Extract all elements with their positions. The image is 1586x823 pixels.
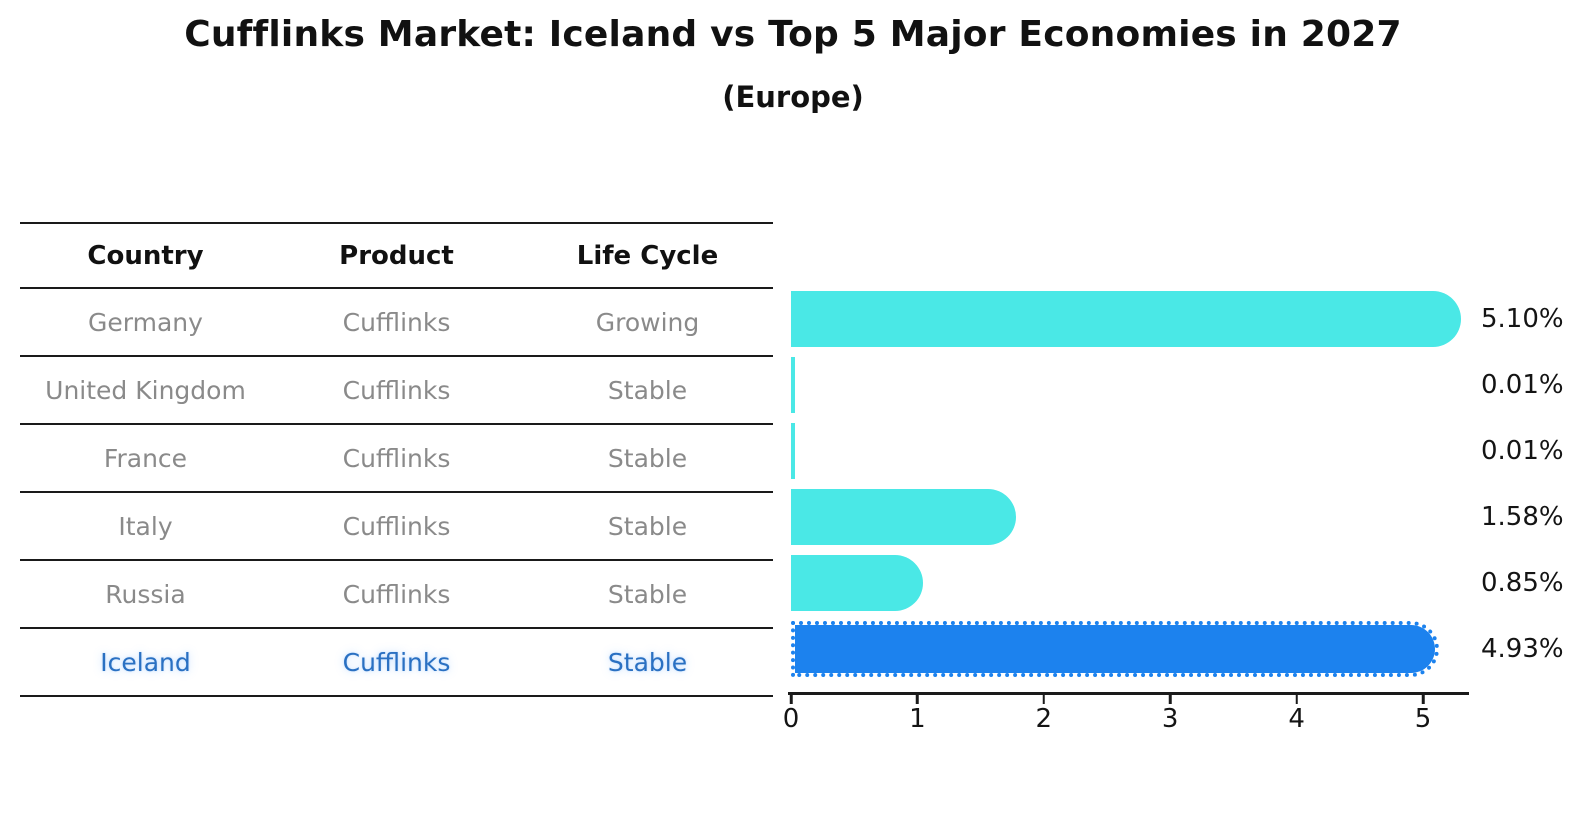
table-cell-country: United Kingdom <box>45 375 246 405</box>
page-subtitle: (Europe) <box>722 80 864 114</box>
table-cell-product: Cufflinks <box>342 647 451 677</box>
table-body: Germany Cufflinks Growing United Kingdom… <box>20 289 773 697</box>
bar <box>791 357 795 413</box>
col-header-country: Country <box>87 240 204 271</box>
table-row: Iceland Cufflinks Stable <box>20 629 773 697</box>
x-axis-tick-label: 0 <box>782 704 800 734</box>
table-cell-life-cycle: Growing <box>595 307 700 337</box>
table-cell-product: Cufflinks <box>342 307 451 337</box>
x-axis-tick <box>1168 694 1172 704</box>
bar <box>791 555 924 611</box>
bar <box>791 489 1016 545</box>
x-axis-tick <box>789 694 793 704</box>
table-cell-country: Russia <box>105 579 186 609</box>
table-cell-life-cycle: Stable <box>607 511 688 541</box>
table-row: Russia Cufflinks Stable <box>20 561 773 629</box>
table-row: United Kingdom Cufflinks Stable <box>20 357 773 425</box>
value-label: 0.85% <box>1481 568 1564 598</box>
table-cell-country: Germany <box>88 307 203 337</box>
table-cell-product: Cufflinks <box>342 511 451 541</box>
table-cell-product: Cufflinks <box>342 579 451 609</box>
x-axis-tick <box>916 694 919 704</box>
col-header-product: Product <box>339 240 454 271</box>
table-cell-product: Cufflinks <box>342 443 451 473</box>
table-cell-life-cycle: Stable <box>607 375 688 405</box>
value-label: 0.01% <box>1481 436 1564 466</box>
table-row: Italy Cufflinks Stable <box>20 493 773 561</box>
page-title: Cufflinks Market: Iceland vs Top 5 Major… <box>184 14 1402 55</box>
x-axis-tick <box>1042 694 1046 704</box>
x-axis-tick <box>1295 694 1298 704</box>
table-row: France Cufflinks Stable <box>20 425 773 493</box>
value-label: 4.93% <box>1481 634 1564 664</box>
table-cell-product: Cufflinks <box>342 375 451 405</box>
x-axis-tick-label: 4 <box>1288 704 1305 734</box>
bar <box>791 291 1461 347</box>
value-label: 0.01% <box>1481 370 1564 400</box>
table-row: Germany Cufflinks Growing <box>20 289 773 357</box>
table-cell-country: France <box>103 443 188 473</box>
value-label: 1.58% <box>1481 502 1564 532</box>
bar-highlighted <box>791 621 1440 677</box>
x-axis-tick-label: 3 <box>1161 704 1179 734</box>
table-cell-country: Italy <box>118 511 173 541</box>
x-axis-tick-label: 1 <box>909 704 926 734</box>
x-axis-tick-label: 5 <box>1414 704 1432 734</box>
col-header-life-cycle: Life Cycle <box>576 240 719 271</box>
x-axis-tick-label: 2 <box>1035 704 1053 734</box>
table-header-row: Country Product Life Cycle <box>20 224 773 289</box>
x-axis-tick <box>1421 694 1425 704</box>
data-table: Country Product Life Cycle Germany Cuffl… <box>20 222 773 697</box>
table-cell-country: Iceland <box>100 647 191 677</box>
x-axis-line <box>788 692 1469 695</box>
table-cell-life-cycle: Stable <box>607 443 688 473</box>
table-cell-life-cycle: Stable <box>607 579 688 609</box>
table-cell-life-cycle: Stable <box>607 647 688 677</box>
value-label: 5.10% <box>1481 304 1564 334</box>
bar <box>791 423 795 479</box>
